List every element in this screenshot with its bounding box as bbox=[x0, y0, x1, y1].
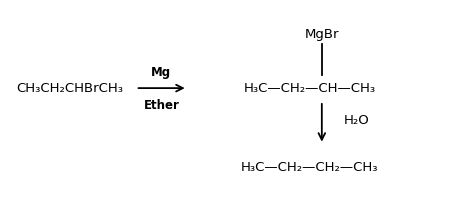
Text: H₃C—CH₂—CH₂—CH₃: H₃C—CH₂—CH₂—CH₃ bbox=[240, 161, 377, 174]
Text: H₂O: H₂O bbox=[344, 114, 369, 127]
Text: Ether: Ether bbox=[143, 99, 179, 112]
Text: CH₃CH₂CHBrCH₃: CH₃CH₂CHBrCH₃ bbox=[17, 82, 123, 95]
Text: MgBr: MgBr bbox=[304, 28, 338, 41]
Text: H₃C—CH₂—CH—CH₃: H₃C—CH₂—CH—CH₃ bbox=[243, 82, 375, 95]
Text: Mg: Mg bbox=[151, 66, 171, 79]
